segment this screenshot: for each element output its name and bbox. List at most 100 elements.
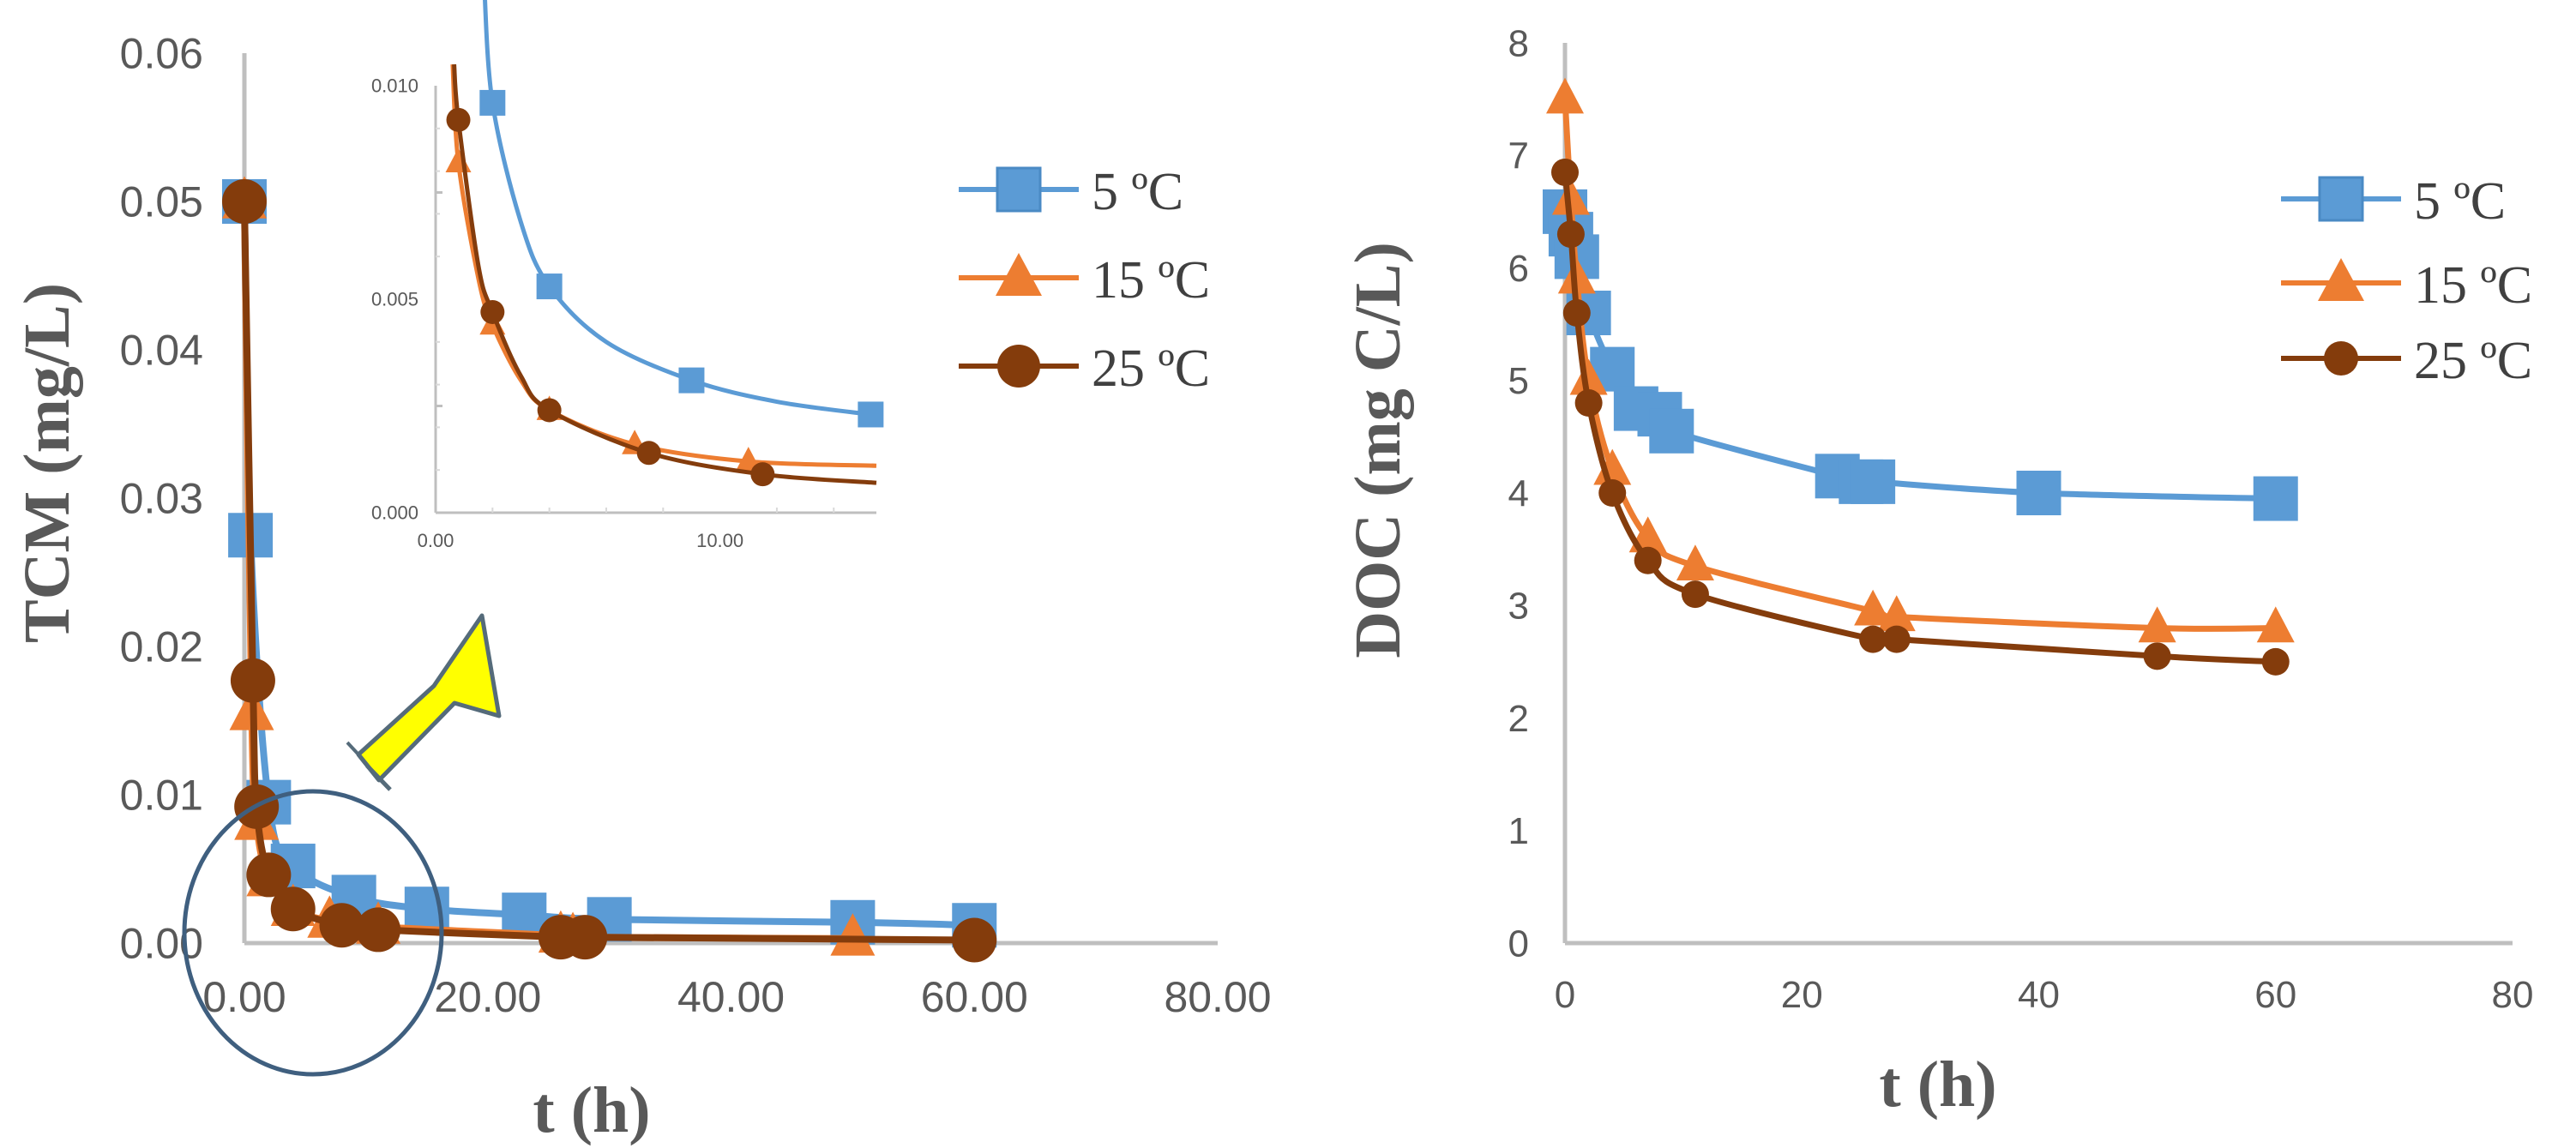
triangle-marker [2138, 606, 2176, 643]
triangle-marker [735, 447, 761, 472]
y-tick-label: 2 [1508, 698, 1529, 740]
circle-marker [270, 887, 316, 932]
circle-marker [319, 903, 364, 948]
zoom-arrow-icon [346, 613, 502, 791]
legend-label: 5 ºC [1092, 163, 1183, 221]
legend-circle-marker [2324, 341, 2358, 376]
y-tick-label: 7 [1508, 135, 1529, 177]
circle-marker [222, 179, 267, 224]
triangle-marker [1593, 448, 1632, 485]
circle-marker [636, 441, 661, 466]
y-tick-label: 8 [1508, 22, 1529, 64]
tcm-legend: 5 ºC 15 ºC 25 ºC [959, 163, 1210, 398]
circle-marker [1859, 625, 1887, 653]
x-tick-label: 0 [1555, 974, 1575, 1016]
tcm-chart: 0.00 0.01 0.02 0.03 0.04 0.05 0.06 0.00 20.00 40.… [11, 30, 1272, 1147]
doc-legend: 5 ºC 15 ºC 25 ºC [2281, 172, 2532, 390]
inset-tick-labels: 0.000 0.005 0.010 0.00 10.00 [371, 75, 743, 551]
triangle-marker [1546, 77, 1584, 114]
y-tick-label: 0.00 [120, 920, 203, 968]
circle-marker [750, 462, 775, 487]
triangle-marker [2256, 606, 2295, 643]
y-tick-label: 0.03 [120, 475, 203, 523]
circle-marker [356, 907, 401, 953]
legend-triangle-marker [2318, 258, 2364, 301]
x-tick-label: 60 [2254, 974, 2296, 1016]
legend-label: 25 ºC [2414, 332, 2532, 390]
tcm-series-circle [222, 179, 997, 963]
square-marker [1649, 408, 1694, 454]
doc-series [1543, 77, 2298, 676]
y-tick-label: 0.04 [120, 327, 203, 375]
circle-marker [1598, 479, 1627, 507]
doc-y-axis-label: DOC (mg C/L) [1342, 242, 1414, 658]
tcm-y-axis-label: TCM (mg/L) [11, 283, 83, 643]
doc-series-circle [1551, 158, 2290, 676]
doc-series-line [1562, 210, 2276, 502]
legend-square-marker [996, 166, 1042, 213]
square-marker [678, 367, 705, 394]
y-tick-label: 0.01 [120, 772, 203, 820]
circle-marker [480, 299, 505, 324]
inset-series [445, 0, 884, 487]
x-tick-label: 80 [2492, 974, 2534, 1016]
triangle-marker [1569, 358, 1608, 395]
doc-series-square [1543, 189, 2298, 521]
doc-x-axis-label: t (h) [1879, 1049, 1996, 1121]
doc-legend-item-25c: 25 ºC [2281, 332, 2532, 390]
y-tick-label: 3 [1508, 586, 1529, 628]
tcm-legend-item-15c: 15 ºC [959, 251, 1210, 310]
inset-axes [434, 86, 876, 514]
circle-marker [1562, 299, 1591, 327]
legend-label: 25 ºC [1092, 340, 1210, 398]
y-tick-label: 0.000 [371, 502, 418, 524]
circle-marker [246, 852, 292, 898]
x-tick-label: 60.00 [921, 973, 1028, 1021]
circle-marker [2143, 642, 2171, 670]
y-tick-label: 0 [1508, 923, 1529, 965]
x-tick-label: 40.00 [677, 973, 785, 1021]
triangle-marker [1551, 178, 1590, 215]
inset-series-circle [446, 63, 877, 487]
circle-marker [1681, 580, 1709, 609]
inset-chart: 0.000 0.005 0.010 0.00 10.00 [343, 0, 896, 551]
triangle-marker [1676, 544, 1714, 581]
y-tick-label: 0.05 [120, 178, 203, 226]
y-tick-label: 0.06 [120, 30, 203, 78]
y-tick-label: 0.02 [120, 623, 203, 671]
circle-marker [537, 398, 562, 423]
inset-series-square [479, 0, 884, 428]
y-tick-label: 4 [1508, 472, 1529, 514]
zoom-highlight-circle [182, 789, 444, 1077]
y-tick-label: 1 [1508, 810, 1529, 852]
circle-marker [2261, 647, 2290, 676]
legend-triangle-marker [996, 253, 1042, 296]
triangle-marker [830, 913, 876, 956]
tcm-x-axis-label: t (h) [533, 1074, 650, 1146]
circle-marker [446, 107, 471, 132]
legend-label: 15 ºC [1092, 251, 1210, 310]
doc-series-line [1562, 99, 2276, 632]
triangle-marker [1877, 595, 1916, 632]
tcm-series [222, 176, 997, 963]
doc-legend-item-15c: 15 ºC [2281, 256, 2532, 315]
x-tick-label: 0.00 [418, 530, 454, 551]
square-marker [502, 893, 547, 938]
x-tick-label: 40 [2018, 974, 2060, 1016]
legend-label: 5 ºC [2414, 172, 2506, 231]
circle-marker [1634, 546, 1662, 574]
x-tick-label: 20 [1781, 974, 1823, 1016]
square-marker [2253, 476, 2298, 521]
tcm-legend-item-25c: 25 ºC [959, 340, 1210, 398]
circle-marker [1556, 220, 1585, 249]
square-marker [1851, 459, 1896, 504]
doc-legend-item-5c: 5 ºC [2281, 172, 2506, 231]
x-tick-label: 80.00 [1164, 973, 1271, 1021]
circle-marker [230, 658, 275, 703]
triangle-marker [1557, 257, 1596, 294]
triangle-marker [1854, 589, 1893, 626]
x-tick-label: 20.00 [434, 973, 541, 1021]
